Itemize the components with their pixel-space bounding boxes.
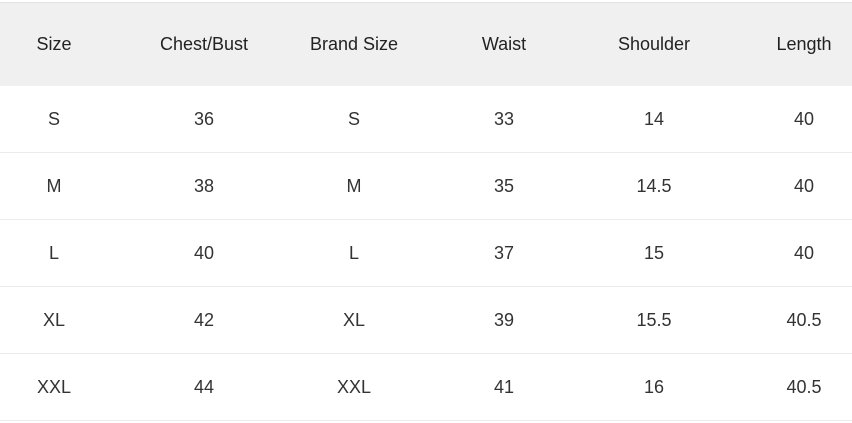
table-cell: 40 (129, 219, 279, 287)
table-cell: 40.5 (729, 353, 852, 421)
table-cell: 36 (129, 86, 279, 153)
header-waist: Waist (429, 2, 579, 86)
table-cell: 40 (729, 152, 852, 220)
table-cell: S (279, 86, 429, 153)
table-cell: 39 (429, 286, 579, 354)
table-cell: 14 (579, 86, 729, 153)
table-row: XXL 44 XXL 41 16 40.5 (0, 353, 852, 421)
table-cell: L (279, 219, 429, 287)
table-cell: 42 (129, 286, 279, 354)
table-row: XL 42 XL 39 15.5 40.5 (0, 286, 852, 354)
header-length: Length (729, 2, 852, 86)
table-cell: 15.5 (579, 286, 729, 354)
table-row: L 40 L 37 15 40 (0, 219, 852, 287)
table-cell: S (0, 86, 129, 153)
table-cell: 15 (579, 219, 729, 287)
table-cell: M (0, 152, 129, 220)
table-cell: 14.5 (579, 152, 729, 220)
header-row: Size Chest/Bust Brand Size Waist Shoulde… (0, 2, 852, 86)
header-chest-bust: Chest/Bust (129, 2, 279, 86)
header-brand-size: Brand Size (279, 2, 429, 86)
table-cell: XXL (0, 353, 129, 421)
table-cell: XL (0, 286, 129, 354)
table-cell: 40 (729, 219, 852, 287)
table-cell: 35 (429, 152, 579, 220)
header-shoulder: Shoulder (579, 2, 729, 86)
table-cell: 41 (429, 353, 579, 421)
table-cell: 37 (429, 219, 579, 287)
table-cell: 16 (579, 353, 729, 421)
table-cell: XL (279, 286, 429, 354)
table-row: S 36 S 33 14 40 (0, 86, 852, 153)
table-cell: L (0, 219, 129, 287)
table-cell: XXL (279, 353, 429, 421)
table-cell: 40.5 (729, 286, 852, 354)
header-size: Size (0, 2, 129, 86)
table-cell: 33 (429, 86, 579, 153)
table-row: M 38 M 35 14.5 40 (0, 152, 852, 220)
table-cell: 38 (129, 152, 279, 220)
table-cell: 40 (729, 86, 852, 153)
table-cell: 44 (129, 353, 279, 421)
table-cell: M (279, 152, 429, 220)
